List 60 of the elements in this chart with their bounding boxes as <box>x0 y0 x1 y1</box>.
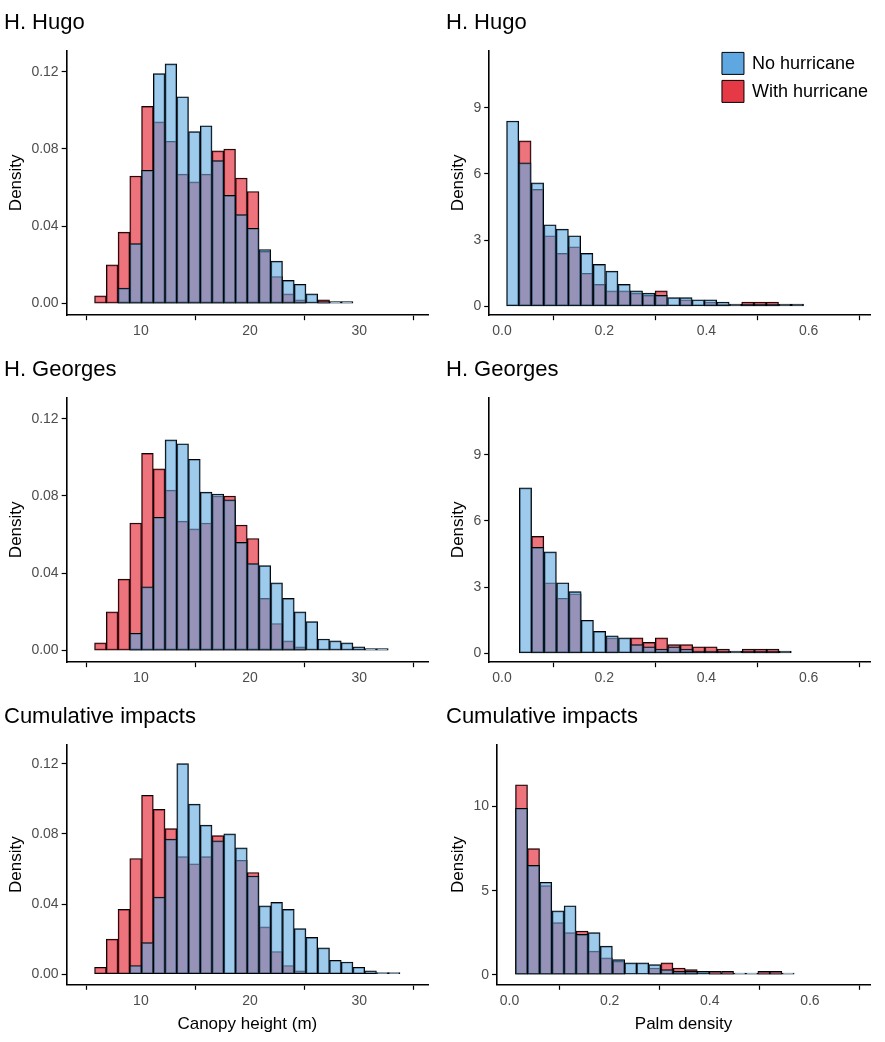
x-tick-label: 0.2 <box>594 669 615 686</box>
y-tick-label: 6 <box>473 511 482 528</box>
y-tick-label: 0 <box>473 644 482 661</box>
x-tick-label: 10 <box>133 322 149 339</box>
y-tick-label: 0.00 <box>31 294 59 311</box>
x-tick-label: 0.0 <box>492 669 512 686</box>
y-tick-label: 9 <box>473 445 482 462</box>
y-tick-label: 0.08 <box>31 486 59 503</box>
x-tick-label: 30 <box>351 992 368 1009</box>
y-tick-label: 0.12 <box>31 62 59 79</box>
x-tick-label: 10 <box>133 992 149 1009</box>
y-axis-title: Density <box>5 835 25 893</box>
y-tick-label: 0.08 <box>31 139 59 156</box>
y-tick-label: 0.12 <box>31 754 59 771</box>
chart-title: H. Georges <box>446 356 559 382</box>
x-tick-label: 0.4 <box>696 669 717 686</box>
x-tick-label: 20 <box>242 322 259 339</box>
y-tick-label: 0 <box>481 965 490 982</box>
chart-title: H. Georges <box>4 356 117 382</box>
x-tick-label: 30 <box>351 322 368 339</box>
y-axis-title: Density <box>5 153 25 212</box>
y-tick-label: 0.04 <box>31 894 59 911</box>
x-tick-label: 0.6 <box>798 669 819 686</box>
x-tick-label: 20 <box>242 669 259 686</box>
x-tick-label: 0.0 <box>492 322 512 339</box>
legend-label: With hurricane <box>751 81 868 102</box>
y-tick-label: 0.00 <box>31 641 59 658</box>
x-tick-label: 0.4 <box>700 992 720 1009</box>
y-tick-label: 6 <box>473 164 482 181</box>
x-axis-title: Palm density <box>634 1014 733 1034</box>
x-tick-label: 10 <box>133 669 149 686</box>
x-tick-label: 0.2 <box>594 322 615 339</box>
x-tick-label: 0.6 <box>800 992 820 1009</box>
chart-title: H. Hugo <box>446 9 527 35</box>
y-tick-label: 3 <box>473 231 482 248</box>
y-tick-label: 0.04 <box>31 217 59 234</box>
y-tick-label: 0.08 <box>31 824 59 841</box>
x-tick-label: 30 <box>351 669 368 686</box>
y-tick-label: 0.12 <box>31 409 59 426</box>
chart-title: Cumulative impacts <box>4 703 196 729</box>
y-tick-label: 3 <box>473 578 482 595</box>
x-axis-title: Canopy height (m) <box>177 1014 318 1034</box>
y-tick-label: 10 <box>473 797 490 814</box>
x-tick-label: 0.4 <box>696 322 717 339</box>
y-axis-title: Density <box>5 500 25 559</box>
x-tick-label: 20 <box>242 992 259 1009</box>
y-tick-label: 0.04 <box>31 564 59 581</box>
y-tick-label: 9 <box>473 98 482 115</box>
y-axis-title: Density <box>447 835 467 893</box>
x-tick-label: 0.2 <box>599 992 620 1009</box>
chart-title: Cumulative impacts <box>446 703 638 729</box>
y-tick-label: 0.00 <box>31 965 59 982</box>
y-tick-label: 0 <box>473 297 482 314</box>
y-axis-title: Density <box>447 500 467 559</box>
y-tick-label: 5 <box>481 881 490 898</box>
legend-label: No hurricane <box>751 53 856 74</box>
chart-title: H. Hugo <box>4 9 85 35</box>
x-tick-label: 0.0 <box>499 992 520 1009</box>
x-tick-label: 0.6 <box>798 322 819 339</box>
y-axis-title: Density <box>447 153 467 212</box>
